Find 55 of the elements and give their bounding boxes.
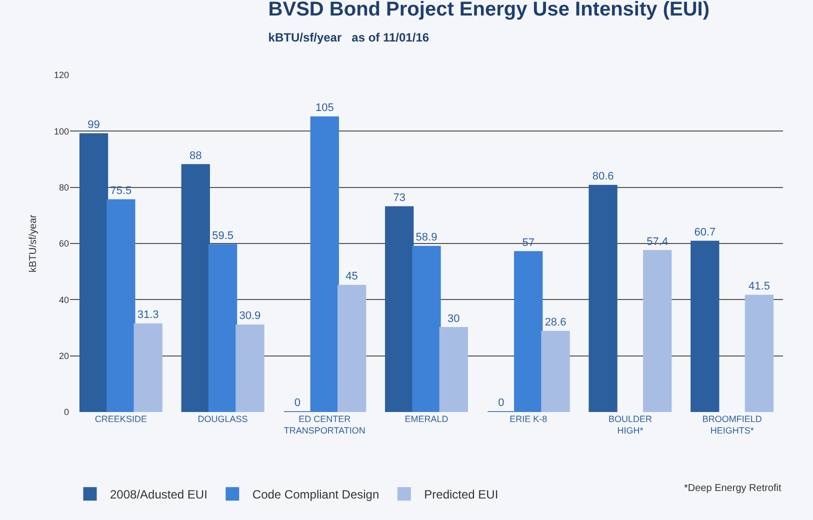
data-label: 31.3 — [137, 309, 159, 322]
bar — [514, 251, 543, 412]
legend-label: Predicted EUI — [424, 488, 498, 502]
y-tick-label: 60 — [58, 238, 69, 249]
data-label: 30.9 — [239, 310, 261, 322]
bar — [310, 116, 339, 412]
bar — [181, 164, 210, 412]
bar — [412, 246, 441, 412]
y-tick-label: 120 — [54, 70, 69, 80]
y-tick-label: 80 — [58, 182, 69, 192]
chart-subtitle: kBTU/sf/year as of 11/01/16 — [268, 30, 430, 45]
data-label: 58.9 — [416, 232, 438, 244]
data-label: 88 — [189, 150, 202, 162]
x-tick-label: ERIE K-8 — [510, 414, 548, 424]
chart-title: BVSD Bond Project Energy Use Intensity (EUI) — [268, 0, 710, 21]
bar — [588, 184, 618, 412]
bar — [744, 294, 774, 412]
bar — [439, 327, 468, 412]
bar — [643, 250, 672, 412]
data-label: 41.5 — [748, 280, 770, 292]
bar — [208, 244, 238, 412]
y-axis-title: kBTU/sf/year — [28, 214, 39, 272]
y-tick-label: 20 — [58, 350, 69, 361]
text: *Deep Energy Retrofit — [684, 483, 782, 494]
bar — [236, 324, 264, 412]
x-tick-label: BOULDER HIGH* — [608, 414, 652, 436]
bar — [79, 133, 108, 412]
data-label: 60.7 — [694, 226, 716, 239]
bar — [134, 323, 162, 412]
data-label: 0 — [498, 397, 504, 409]
x-tick-label: ED CENTER TRANSPORTATION — [284, 414, 366, 436]
x-tick-label: BROOMFIELD HEIGHTS* — [702, 414, 762, 436]
bar — [690, 240, 720, 412]
x-tick-label: EMERALD — [404, 414, 449, 424]
x-tick-label: DOUGLASS — [198, 414, 248, 424]
bar — [541, 330, 570, 412]
bar — [106, 199, 136, 412]
bar — [337, 284, 366, 412]
data-label: 28.6 — [544, 316, 566, 329]
data-label: 105 — [315, 102, 334, 114]
data-label: 59.5 — [212, 230, 234, 242]
bar — [385, 206, 414, 412]
legend-label: Code Compliant Design — [252, 488, 380, 502]
data-label: 80.6 — [592, 170, 614, 183]
data-label: 0 — [294, 397, 301, 409]
data-label: 99 — [88, 118, 100, 131]
x-tick-label: CREEKSIDE — [94, 414, 147, 424]
y-tick-label: 40 — [58, 294, 69, 305]
data-label: 73 — [393, 192, 406, 204]
y-tick-label: 0 — [64, 407, 69, 418]
data-label: 75.5 — [110, 184, 132, 197]
legend-label: 2008/Adusted EUI — [110, 488, 208, 502]
data-label: 30 — [448, 312, 460, 325]
data-label: 45 — [346, 270, 358, 283]
y-tick-label: 100 — [54, 126, 69, 136]
